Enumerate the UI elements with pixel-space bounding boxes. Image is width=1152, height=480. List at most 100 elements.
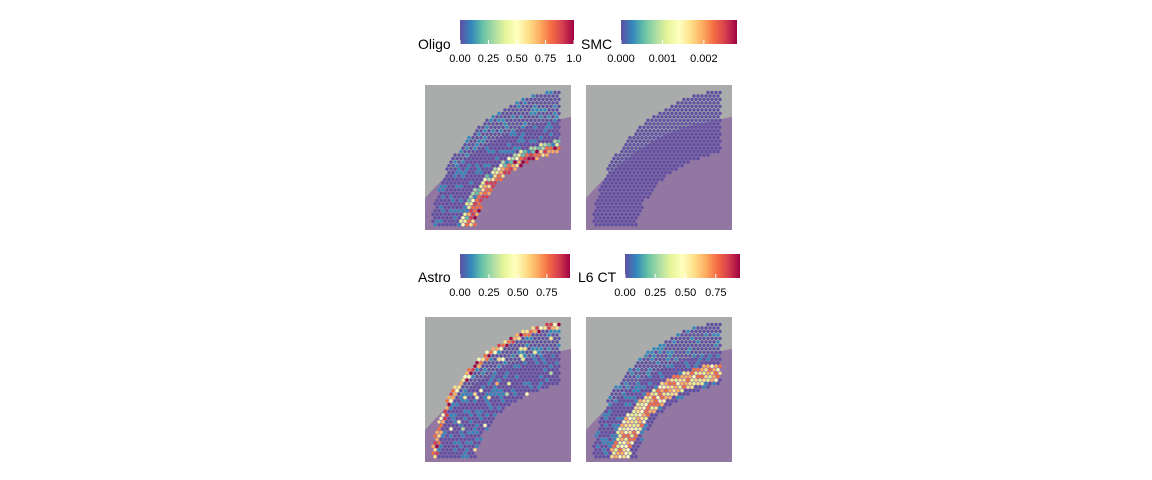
spot xyxy=(642,357,646,361)
spot xyxy=(513,132,517,136)
spot xyxy=(557,104,561,109)
spot xyxy=(636,129,640,133)
spot xyxy=(636,212,640,216)
spot xyxy=(620,219,624,223)
spot xyxy=(704,108,708,112)
spot xyxy=(668,368,672,372)
spot xyxy=(475,143,479,147)
spot xyxy=(467,437,471,441)
spot xyxy=(521,385,525,389)
spot xyxy=(475,416,479,421)
spot xyxy=(543,143,547,147)
spot xyxy=(652,361,656,365)
spot xyxy=(698,350,702,354)
spot xyxy=(612,395,616,400)
spot xyxy=(481,357,485,361)
spot xyxy=(708,368,712,372)
spot xyxy=(449,448,453,452)
spot xyxy=(555,368,559,372)
spot xyxy=(523,388,527,393)
spot xyxy=(674,160,678,164)
spot xyxy=(658,118,662,122)
spot xyxy=(664,108,668,112)
spot xyxy=(674,125,678,129)
spot xyxy=(463,437,467,441)
spot xyxy=(505,385,509,389)
spot xyxy=(499,129,503,133)
spot xyxy=(485,125,489,129)
spot xyxy=(704,368,708,372)
spot xyxy=(624,444,628,448)
spot xyxy=(443,219,447,223)
spot xyxy=(638,167,642,171)
spot xyxy=(439,423,443,428)
spot xyxy=(441,209,445,213)
spot xyxy=(553,111,557,116)
spot xyxy=(473,378,477,382)
spot xyxy=(515,129,519,133)
spot xyxy=(680,143,684,147)
spot xyxy=(630,434,634,438)
spot xyxy=(688,388,692,393)
spot xyxy=(457,399,461,403)
spot xyxy=(505,139,509,143)
colorbar-tick-label: 0.00 xyxy=(614,287,635,299)
spot xyxy=(634,413,638,417)
spot xyxy=(463,423,467,428)
spot xyxy=(708,136,712,140)
spot xyxy=(473,132,477,136)
spot xyxy=(688,354,692,358)
spot xyxy=(630,385,634,389)
spot xyxy=(688,122,692,126)
spot xyxy=(670,350,674,354)
colorbar-tick-label: 0.25 xyxy=(478,53,499,65)
spot xyxy=(596,451,600,455)
spot xyxy=(483,402,487,407)
spot xyxy=(716,143,720,147)
spot xyxy=(507,115,511,119)
spot xyxy=(451,430,455,435)
spot xyxy=(465,392,469,396)
spot xyxy=(680,375,684,379)
spot xyxy=(545,104,549,109)
spot xyxy=(479,170,483,175)
spot xyxy=(634,223,638,227)
spot xyxy=(702,378,706,382)
spot xyxy=(445,434,449,438)
spot xyxy=(658,371,662,375)
spot xyxy=(638,371,642,375)
spot xyxy=(503,402,507,407)
spot xyxy=(640,205,644,209)
spot xyxy=(453,441,457,445)
spot xyxy=(507,388,511,393)
spot xyxy=(537,153,541,157)
spot xyxy=(618,385,622,389)
spot xyxy=(716,333,720,337)
spot xyxy=(483,163,487,168)
spot xyxy=(608,451,612,455)
spot xyxy=(622,188,626,192)
spot xyxy=(670,167,674,171)
spot xyxy=(541,329,545,334)
spot xyxy=(469,202,473,206)
spot xyxy=(517,111,521,116)
spot xyxy=(608,163,612,168)
spot xyxy=(547,149,551,154)
spot xyxy=(678,139,682,143)
spot xyxy=(437,448,441,452)
spot xyxy=(654,399,658,403)
spot xyxy=(433,448,437,452)
spot xyxy=(513,385,517,389)
spot xyxy=(515,115,519,119)
spot xyxy=(686,139,690,143)
spot xyxy=(549,104,553,109)
spot xyxy=(495,156,499,161)
spot xyxy=(618,392,622,396)
spot xyxy=(433,441,437,445)
spot xyxy=(527,347,531,351)
spot xyxy=(658,357,662,361)
spot xyxy=(523,368,527,372)
spot xyxy=(618,216,622,220)
spot xyxy=(471,205,475,209)
spot xyxy=(670,336,674,341)
